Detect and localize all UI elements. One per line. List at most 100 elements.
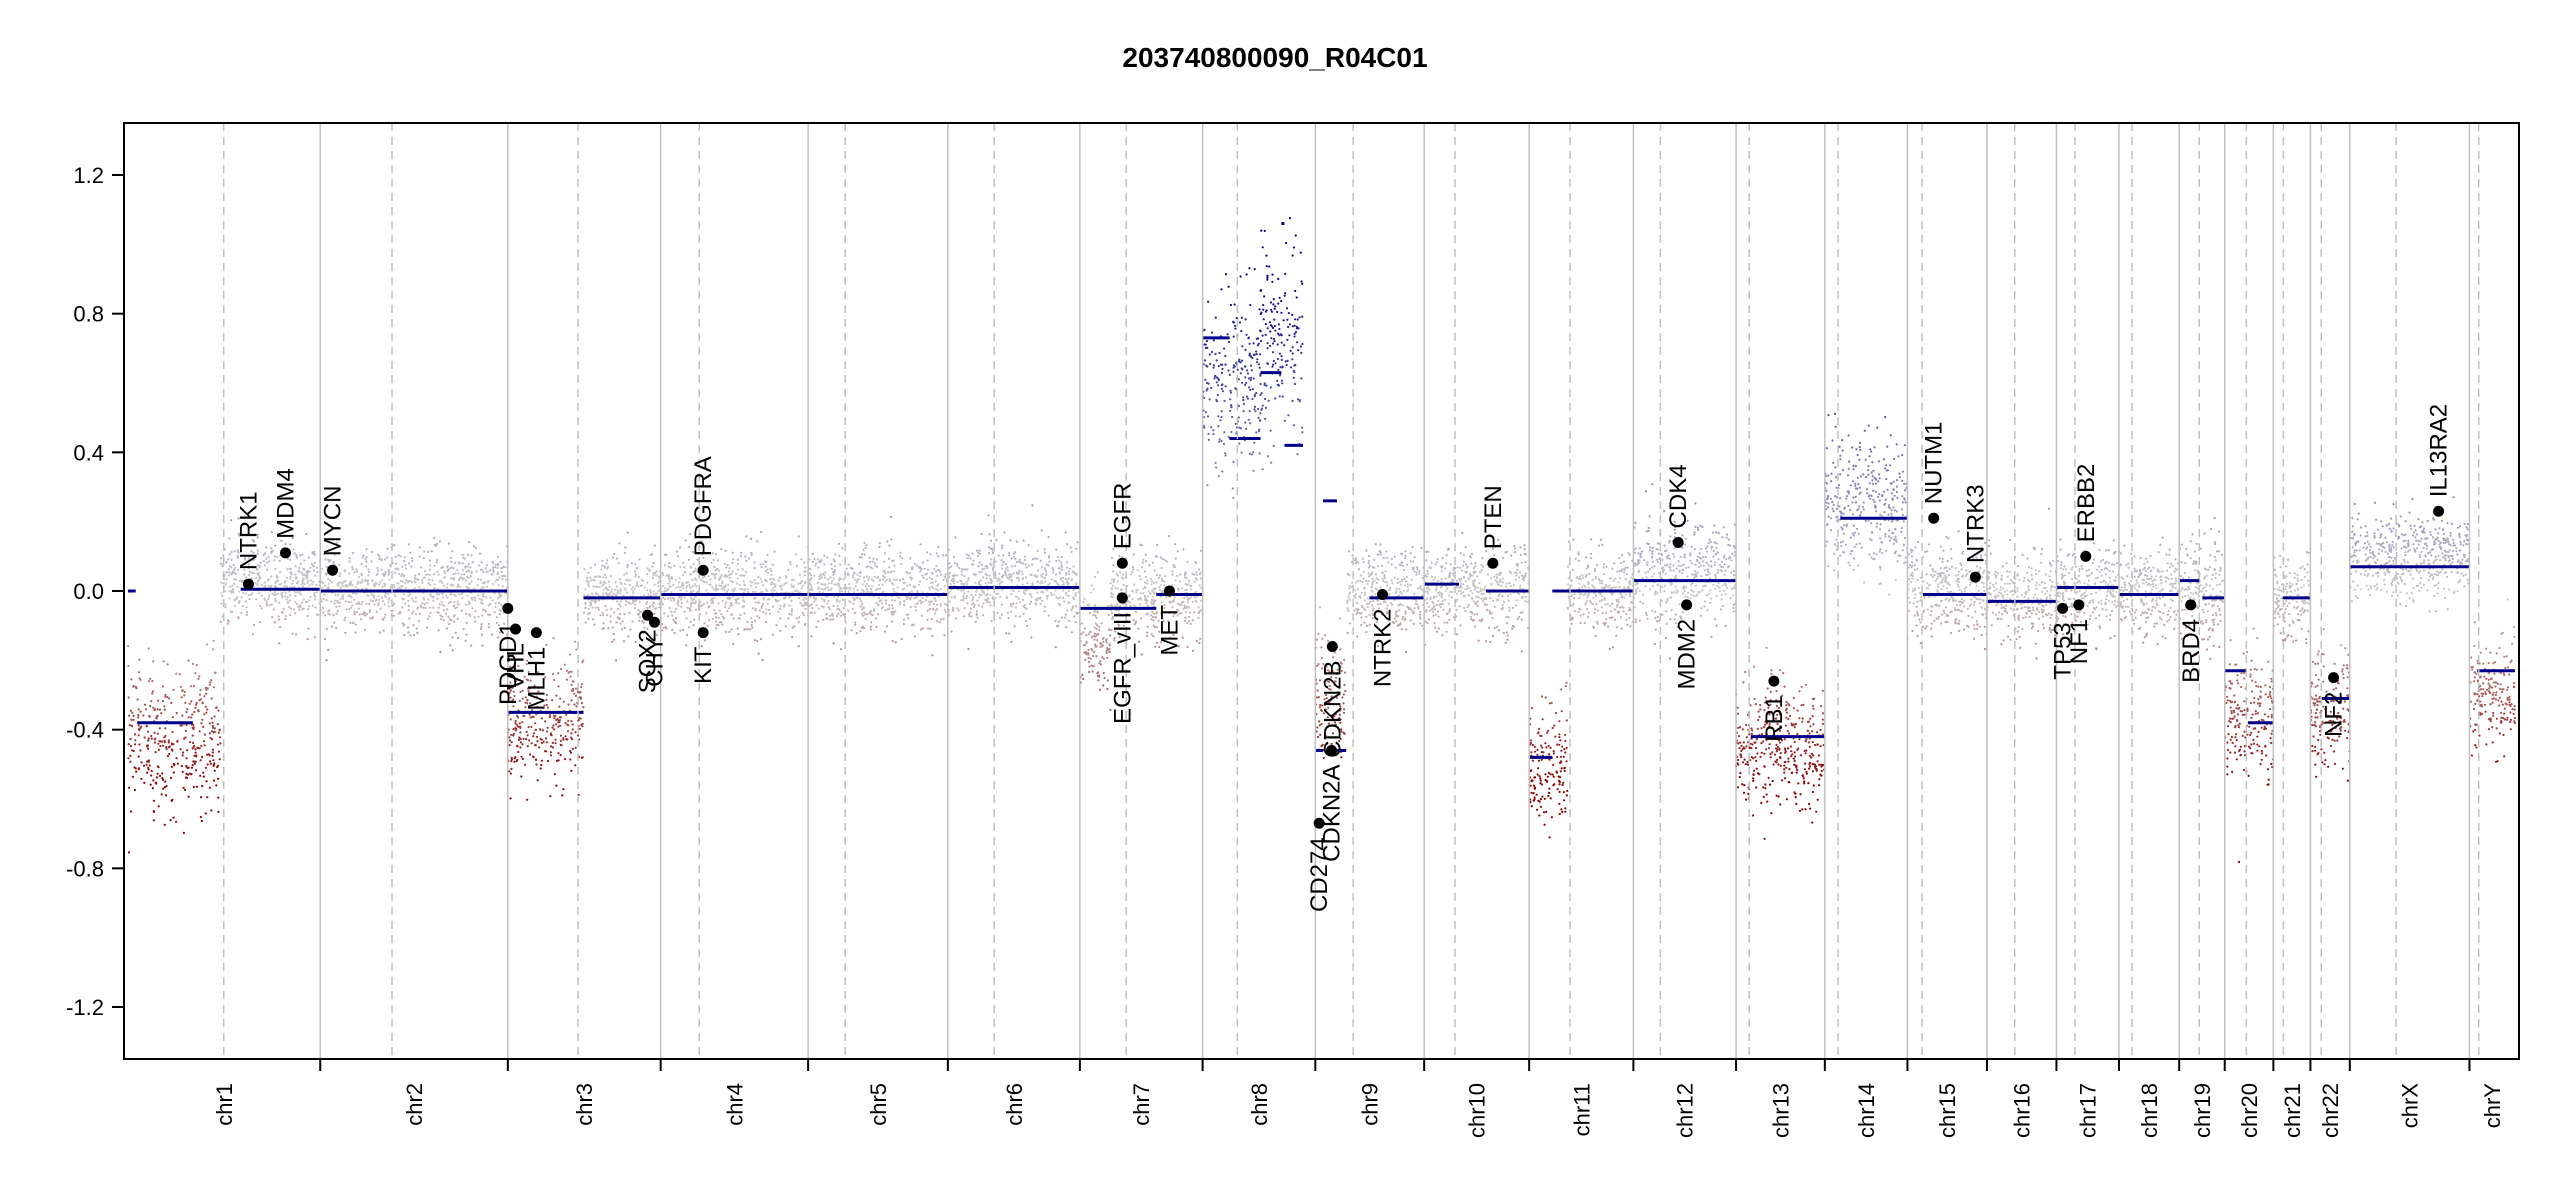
- probe-point: [847, 609, 850, 612]
- probe-point: [187, 795, 190, 798]
- probe-point: [1297, 327, 1300, 330]
- probe-point: [1157, 576, 1160, 579]
- probe-point: [1097, 671, 1100, 674]
- probe-point: [434, 544, 438, 547]
- probe-point: [440, 600, 443, 603]
- probe-point: [1039, 582, 1042, 585]
- probe-point: [823, 576, 826, 579]
- probe-point: [1200, 549, 1203, 552]
- probe-point: [797, 621, 800, 624]
- probe-point: [422, 576, 425, 580]
- probe-point: [211, 748, 214, 751]
- probe-point: [903, 603, 906, 607]
- probe-point: [485, 596, 488, 599]
- probe-point: [1219, 363, 1222, 366]
- probe-point: [721, 599, 724, 603]
- probe-point: [1287, 312, 1290, 315]
- probe-point: [137, 716, 140, 719]
- probe-point: [139, 749, 142, 752]
- probe-point: [608, 593, 611, 596]
- probe-point: [129, 810, 133, 813]
- probe-point: [481, 593, 484, 596]
- probe-point: [299, 605, 302, 608]
- probe-point: [772, 586, 775, 589]
- probe-point: [549, 751, 553, 754]
- probe-point: [978, 549, 981, 552]
- probe-point: [1212, 433, 1215, 436]
- probe-point: [1065, 566, 1069, 569]
- probe-point: [273, 559, 276, 562]
- probe-point: [1034, 602, 1037, 605]
- probe-point: [306, 614, 309, 618]
- probe-point: [1338, 713, 1341, 717]
- probe-point: [362, 613, 365, 616]
- probe-point: [357, 601, 360, 604]
- probe-point: [469, 614, 472, 618]
- probe-point: [1089, 591, 1092, 594]
- probe-point: [401, 622, 404, 625]
- probe-point: [404, 602, 407, 605]
- probe-point: [470, 644, 473, 647]
- probe-point: [466, 585, 469, 588]
- probe-point: [535, 695, 538, 698]
- probe-point: [1323, 680, 1326, 683]
- probe-point: [471, 561, 474, 564]
- probe-point: [437, 629, 440, 632]
- probe-point: [191, 741, 195, 745]
- probe-point: [1293, 318, 1297, 321]
- probe-point: [907, 596, 910, 599]
- probe-point: [670, 599, 673, 602]
- probe-point: [898, 579, 902, 582]
- probe-point: [861, 608, 864, 611]
- probe-point: [1161, 617, 1164, 620]
- probe-point: [252, 540, 256, 543]
- probe-point: [325, 659, 328, 662]
- probe-point: [1102, 671, 1105, 675]
- probe-point: [794, 553, 797, 556]
- probe-point: [327, 558, 330, 561]
- probe-point: [1342, 702, 1345, 705]
- probe-point: [1269, 386, 1272, 389]
- probe-point: [263, 581, 266, 584]
- probe-point: [266, 603, 269, 606]
- probe-point: [731, 580, 735, 584]
- probe-point: [305, 571, 308, 574]
- probe-point: [1152, 601, 1156, 604]
- probe-point: [230, 565, 233, 568]
- probe-point: [889, 579, 892, 582]
- probe-point: [588, 611, 591, 615]
- probe-point: [728, 567, 731, 570]
- probe-point: [480, 586, 484, 590]
- probe-point: [687, 558, 691, 561]
- probe-point: [598, 585, 601, 588]
- probe-point: [673, 599, 676, 602]
- probe-point: [1238, 426, 1241, 429]
- probe-point: [398, 572, 401, 576]
- probe-point: [869, 625, 873, 628]
- probe-point: [815, 604, 818, 607]
- probe-point: [206, 763, 209, 766]
- probe-point: [862, 576, 866, 579]
- probe-point: [269, 586, 272, 589]
- probe-point: [822, 618, 825, 621]
- probe-point: [140, 777, 143, 780]
- probe-point: [769, 583, 773, 586]
- probe-point: [401, 597, 404, 601]
- probe-point: [520, 775, 523, 778]
- probe-point: [359, 582, 362, 585]
- probe-point: [821, 583, 824, 586]
- probe-point: [1175, 622, 1178, 625]
- probe-point: [1250, 364, 1253, 367]
- probe-point: [820, 597, 823, 600]
- probe-point: [1272, 326, 1275, 330]
- probe-point: [1233, 324, 1237, 327]
- probe-point: [411, 559, 414, 562]
- probe-point: [127, 757, 130, 760]
- probe-point: [587, 580, 590, 583]
- probe-point: [1206, 346, 1209, 349]
- probe-point: [797, 535, 800, 538]
- probe-point: [351, 604, 354, 607]
- probe-point: [954, 536, 957, 539]
- probe-point: [1215, 359, 1218, 362]
- probe-point: [409, 551, 412, 554]
